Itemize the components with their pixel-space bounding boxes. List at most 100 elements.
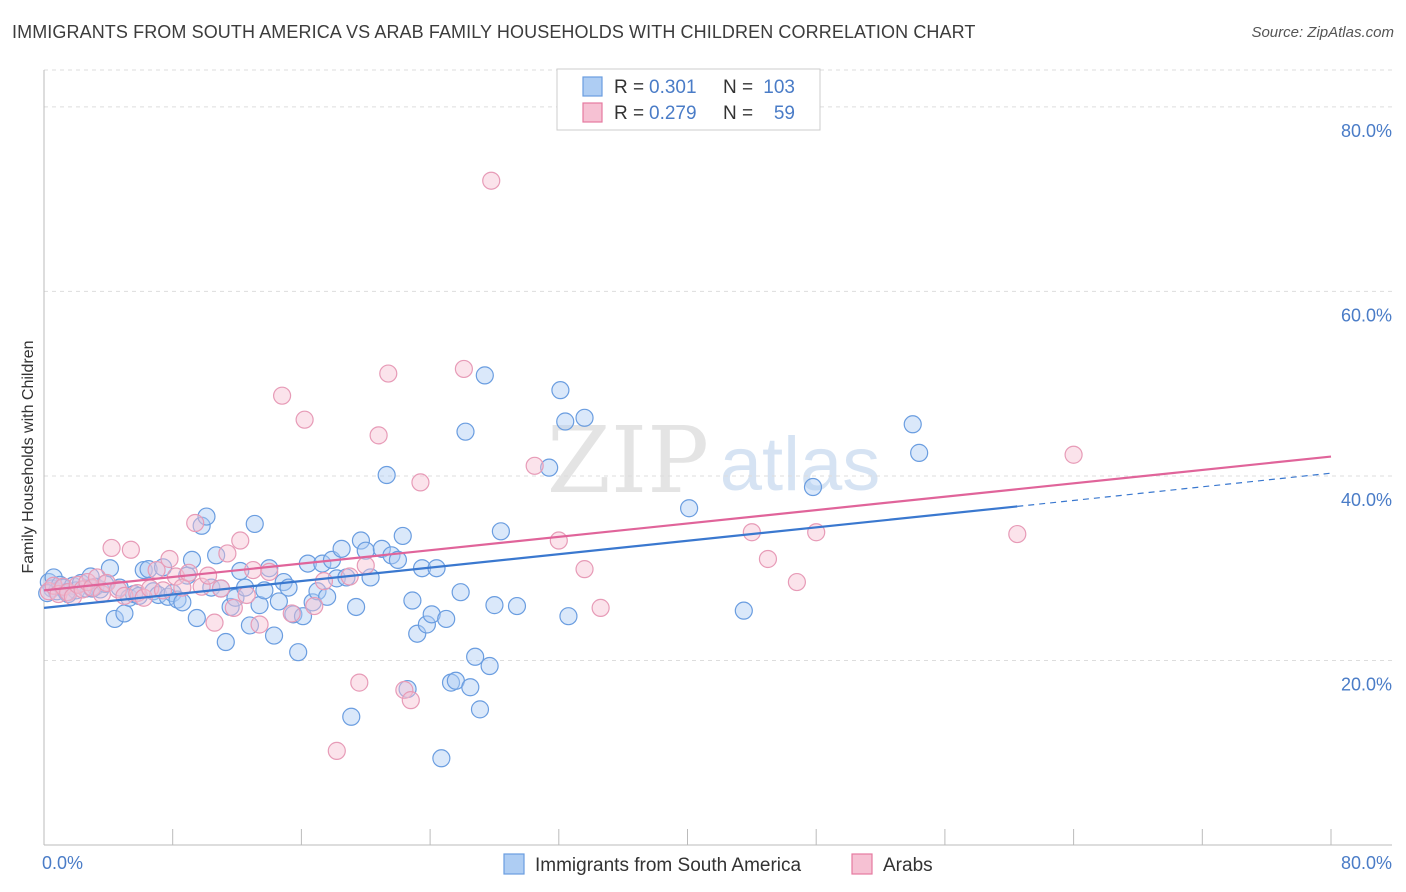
point-immigrants xyxy=(475,366,494,385)
point-immigrants xyxy=(408,624,427,643)
point-arabs xyxy=(327,741,346,760)
point-arabs xyxy=(205,613,224,632)
point-immigrants xyxy=(388,550,408,570)
point-immigrants xyxy=(187,608,206,628)
point-immigrants xyxy=(293,607,313,626)
point-immigrants xyxy=(100,559,120,578)
point-immigrants xyxy=(313,554,332,573)
point-immigrants xyxy=(372,539,391,558)
bottom-legend-label-immigrants: Immigrants from South America xyxy=(535,855,802,876)
point-immigrants xyxy=(559,607,578,626)
point-arabs xyxy=(454,359,473,379)
trend-lines xyxy=(43,455,1332,609)
trend-line-immigrants-extension xyxy=(1017,472,1332,507)
y-axis-title: Family Households with Children xyxy=(20,341,37,574)
point-arabs xyxy=(379,364,398,383)
point-arabs xyxy=(575,560,594,579)
legend-r-label-2: R = xyxy=(614,103,644,124)
point-arabs xyxy=(179,563,198,582)
point-immigrants xyxy=(556,412,575,431)
point-immigrants xyxy=(466,647,485,666)
x-tick-label-max: 80.0% xyxy=(1341,853,1392,873)
point-arabs xyxy=(295,410,314,429)
point-immigrants xyxy=(308,582,327,601)
point-immigrants xyxy=(377,465,396,485)
legend-n-label-1: N = xyxy=(723,77,753,98)
point-immigrants xyxy=(485,596,504,615)
point-immigrants xyxy=(250,596,269,615)
source-label: Source: ZipAtlas.com xyxy=(1251,24,1394,41)
point-arabs xyxy=(102,538,121,558)
point-arabs xyxy=(314,572,334,591)
watermark-zip: ZIP xyxy=(547,407,709,514)
point-arabs xyxy=(250,615,269,634)
point-immigrants xyxy=(417,615,436,634)
point-immigrants xyxy=(551,381,570,400)
point-arabs xyxy=(198,566,218,585)
point-arabs xyxy=(272,386,292,405)
y-tick-label: 20.0% xyxy=(1341,674,1392,694)
point-arabs xyxy=(482,171,501,190)
trend-line-immigrants xyxy=(43,505,1018,609)
legend-n-value-2: 59 xyxy=(774,103,795,124)
point-immigrants xyxy=(289,643,308,662)
point-immigrants xyxy=(197,507,216,526)
axes: 20.0% 40.0% 60.0% 80.0% 0.0% 80.0% xyxy=(42,70,1392,873)
point-arabs xyxy=(231,531,250,550)
point-arabs xyxy=(350,673,369,692)
point-immigrants xyxy=(507,596,527,616)
point-arabs xyxy=(356,556,375,575)
bottom-legend-swatch-immigrants xyxy=(503,853,525,875)
point-immigrants xyxy=(734,601,753,620)
point-arabs xyxy=(160,549,179,569)
point-immigrants xyxy=(342,707,361,726)
legend-r-label-1: R = xyxy=(614,77,644,98)
legend-n-label-2: N = xyxy=(723,103,753,124)
y-tick-label: 80.0% xyxy=(1341,121,1392,141)
point-arabs xyxy=(411,473,430,492)
point-immigrants xyxy=(491,522,510,541)
point-arabs xyxy=(305,596,324,616)
point-arabs xyxy=(549,531,568,550)
point-arabs xyxy=(395,680,414,700)
point-arabs xyxy=(787,572,806,592)
point-immigrants xyxy=(105,609,124,629)
legend-swatch-immigrants xyxy=(582,76,603,97)
point-immigrants xyxy=(245,514,264,534)
watermark-atlas: atlas xyxy=(720,422,881,507)
bottom-legend-label-arabs: Arabs xyxy=(883,855,933,876)
point-immigrants xyxy=(910,443,929,462)
legend-box: R = 0.301 N = 103 R = 0.279 N = 59 xyxy=(556,68,821,131)
trend-line-arabs xyxy=(43,455,1332,592)
point-immigrants xyxy=(240,616,260,635)
point-immigrants xyxy=(540,458,559,477)
point-arabs xyxy=(591,598,610,617)
bottom-legend-swatch-arabs xyxy=(851,853,873,875)
point-arabs xyxy=(369,426,388,445)
point-arabs xyxy=(121,540,140,559)
point-arabs xyxy=(224,598,243,617)
point-immigrants xyxy=(264,626,284,645)
y-tick-label: 40.0% xyxy=(1341,490,1392,510)
legend-r-value-2: 0.279 xyxy=(649,103,697,124)
point-arabs xyxy=(186,513,205,533)
point-immigrants xyxy=(461,678,480,697)
point-immigrants xyxy=(480,656,499,676)
point-immigrants xyxy=(680,499,699,518)
point-immigrants xyxy=(437,609,456,629)
point-immigrants xyxy=(803,477,823,497)
point-immigrants xyxy=(393,526,412,546)
point-arabs xyxy=(218,544,237,563)
point-immigrants xyxy=(903,415,922,434)
point-immigrants xyxy=(432,749,451,768)
point-arabs xyxy=(1008,524,1027,544)
point-immigrants xyxy=(216,632,235,652)
y-tick-label: 60.0% xyxy=(1341,305,1392,325)
point-immigrants xyxy=(346,597,366,617)
point-arabs xyxy=(282,604,301,623)
x-tick-label-min: 0.0% xyxy=(42,853,83,873)
point-immigrants xyxy=(575,408,594,427)
point-arabs xyxy=(742,523,761,542)
legend-n-value-1: 103 xyxy=(763,77,795,98)
